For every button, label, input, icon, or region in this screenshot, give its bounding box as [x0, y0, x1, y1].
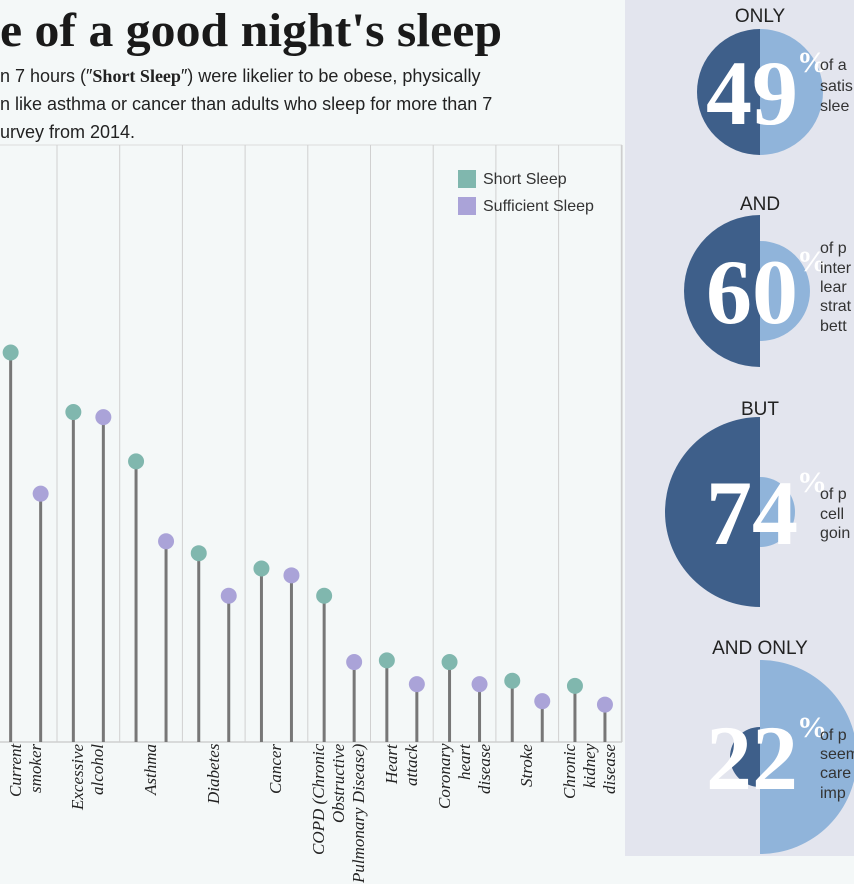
dot — [471, 676, 488, 693]
stat-text: satis — [820, 78, 853, 95]
stat-value: 60 — [706, 241, 798, 343]
x-tick-label: Asthma — [141, 744, 161, 795]
dot — [534, 693, 551, 710]
stat-text: strat — [820, 298, 852, 315]
dot — [408, 676, 425, 693]
dot — [158, 533, 175, 550]
legend-label: Short Sleep — [483, 171, 567, 188]
x-tick-label: Stroke — [517, 744, 537, 787]
dot — [253, 560, 270, 577]
x-tick-label: COPD (Chronic Obstructive Pulmonary Dise… — [309, 744, 369, 884]
half-circle-light — [760, 477, 795, 547]
half-circle-dark — [665, 417, 760, 607]
half-circle-dark — [697, 29, 760, 155]
legend-swatch — [458, 170, 476, 188]
subtitle-line: n like asthma or cancer than adults who … — [0, 94, 492, 114]
dot — [32, 485, 49, 502]
stat-text: cell — [820, 506, 844, 523]
x-tick-label: Diabetes — [203, 744, 223, 805]
stat-value: 22 — [706, 707, 798, 809]
stat-unit: % — [797, 466, 827, 499]
subtitle-line: n 7 hours (″Short Sleep″) were likelier … — [0, 66, 480, 86]
stat-text: care — [820, 765, 851, 782]
stat-text: of p — [820, 240, 847, 257]
stat-text: goin — [820, 525, 850, 542]
dot — [65, 404, 82, 421]
stat-text: slee — [820, 98, 849, 115]
stat-text: inter — [820, 260, 852, 277]
stat-text: of p — [820, 486, 847, 503]
dot — [316, 587, 333, 604]
dot — [220, 587, 237, 604]
dot — [566, 677, 583, 694]
dot — [128, 453, 145, 470]
half-circle-dark — [684, 215, 760, 367]
dashboard: e of a good night's sleep n 7 hours (″Sh… — [0, 0, 854, 856]
x-tick-label: Chronic kidney disease — [559, 744, 619, 800]
subtitle-part: n like asthma or cancer than adults who … — [0, 94, 492, 114]
x-tick-label: Heart attack — [381, 744, 421, 786]
subtitle-part: ″) were likelier to be obese, physically — [181, 66, 481, 86]
stat-label: ONLY — [735, 6, 786, 27]
stat-value: 74 — [706, 462, 798, 564]
subtitle-part: urvey from 2014. — [0, 122, 135, 142]
stat-text: seem — [820, 746, 854, 763]
stat-text: of a — [820, 57, 847, 74]
stat-text: of p — [820, 727, 847, 744]
stat-text: bett — [820, 318, 847, 335]
dot — [504, 672, 521, 689]
stat-unit: % — [797, 46, 827, 79]
half-circle-dark — [730, 727, 760, 787]
half-circle-light — [760, 241, 810, 341]
x-tick-label: Coronary heart disease — [434, 744, 494, 810]
stat-unit: % — [797, 711, 827, 744]
stat-unit: % — [797, 245, 827, 278]
x-tick-label: Excessive alcohol — [68, 744, 108, 811]
subtitle-part: n 7 hours (″ — [0, 66, 93, 86]
x-tick-label: Cancer — [266, 744, 286, 795]
stat-value: 49 — [706, 42, 798, 144]
x-tick-label: Current smoker — [5, 744, 45, 798]
dot — [283, 567, 300, 584]
stat-label: AND ONLY — [712, 638, 808, 659]
dot — [2, 344, 19, 361]
title: e of a good night's sleep — [0, 4, 502, 57]
stat-text: lear — [820, 279, 847, 296]
subtitle-part: Short Sleep — [92, 66, 181, 86]
half-circle-light — [760, 660, 854, 854]
dot — [346, 654, 363, 671]
legend-swatch — [458, 197, 476, 215]
dot — [596, 696, 613, 713]
dot — [95, 409, 112, 426]
stat-label: AND — [740, 194, 780, 215]
legend-label: Sufficient Sleep — [483, 198, 594, 215]
half-circle-light — [760, 29, 823, 155]
dot — [190, 545, 207, 562]
dot — [378, 652, 395, 669]
stat-text: imp — [820, 785, 846, 802]
stat-label: BUT — [741, 399, 779, 420]
dot — [441, 654, 458, 671]
subtitle-line: urvey from 2014. — [0, 122, 135, 142]
